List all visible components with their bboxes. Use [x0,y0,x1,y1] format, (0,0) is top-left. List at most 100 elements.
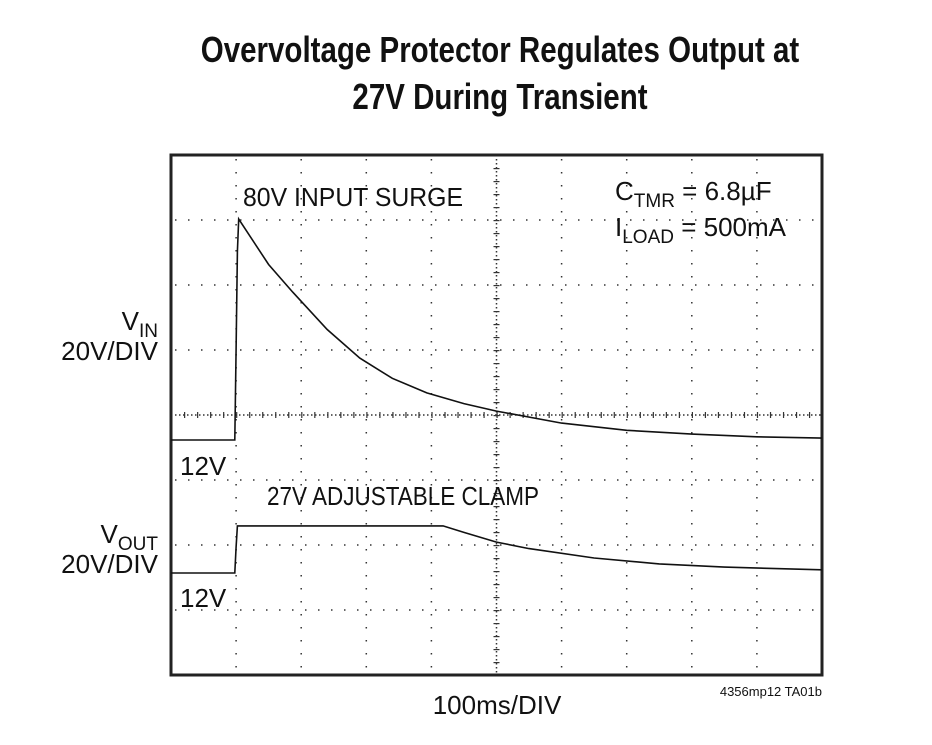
ctmr-main: C [615,176,634,206]
center-tick [493,506,500,508]
grid-dot [479,414,481,416]
grid-dot [300,263,302,265]
grid-dot [495,275,498,277]
grid-dot [461,544,463,546]
center-tick [493,389,500,391]
grid-dot [305,284,307,286]
grid-dot [539,544,541,546]
grid-dot [604,219,606,221]
grid-dot [235,224,237,226]
grid-dot [799,479,801,481]
grid-dot [430,341,433,343]
grid-dot [495,347,498,349]
grid-dot [300,302,302,304]
grid-dot [487,609,489,611]
grid-dot [430,224,433,226]
grid-dot [799,284,801,286]
grid-dot [495,219,498,221]
grid-dot [747,349,749,351]
grid-dot [691,159,693,161]
grid-dot [318,544,320,546]
grid-dot [625,471,628,473]
grid-dot [292,479,294,481]
grid-dot [201,219,203,221]
grid-dot [691,445,693,447]
grid-dot [495,271,498,273]
grid-dot [365,510,368,512]
grid-dot [365,523,368,525]
grid-dot [495,235,498,237]
grid-dot [495,615,498,617]
grid-dot [695,349,697,351]
grid-dot [396,219,398,221]
center-tick [493,363,500,365]
grid-dot [331,479,333,481]
center-tick [353,412,355,418]
grid-dot [699,414,701,416]
grid-dot [799,219,801,221]
grid-dot [560,614,563,616]
grid-dot [756,198,758,200]
grid-dot [747,284,749,286]
grid-dot [430,367,433,369]
grid-dot [266,544,268,546]
grid-dot [760,479,762,481]
grid-dot [175,284,177,286]
grid-dot [625,640,628,642]
grid-dot [300,315,302,317]
grid-dot [669,284,671,286]
grid-dot [691,276,693,278]
grid-dot [365,380,368,382]
grid-dot [495,395,498,397]
grid-dot [625,523,628,525]
grid-dot [207,414,209,416]
grid-dot [495,251,498,253]
grid-dot [175,544,177,546]
grid-dot [543,414,545,416]
grid-dot [578,479,580,481]
grid-dot [495,279,498,281]
grid-dot [625,419,628,421]
grid-dot [526,609,528,611]
grid-dot [365,289,368,291]
grid-dot [756,575,758,577]
grid-dot [560,367,563,369]
grid-dot [560,406,563,408]
grid-dot [756,380,758,382]
grid-dot [370,479,372,481]
grid-dot [595,414,597,416]
grid-dot [235,497,237,499]
grid-dot [430,211,433,213]
grid-dot [495,631,498,633]
grid-dot [495,315,498,317]
grid-dot [430,354,433,356]
grid-dot [495,579,498,581]
grid-dot [487,544,489,546]
grid-dot [604,479,606,481]
center-tick [496,412,498,418]
grid-dot [365,198,368,200]
center-tick [493,220,500,222]
grid-dot [365,172,368,174]
grid-dot [191,414,193,416]
grid-dot [300,666,302,668]
grid-dot [625,549,628,551]
center-tick [275,412,277,418]
grid-dot [396,349,398,351]
grid-dot [300,614,302,616]
center-tick [743,412,746,418]
grid-dot [799,609,801,611]
grid-dot [539,349,541,351]
center-tick [795,412,798,418]
grid-dot [227,414,229,416]
grid-dot [300,328,302,330]
grid-dot [565,609,567,611]
grid-dot [240,284,242,286]
surge-annotation: 80V INPUT SURGE [243,182,463,212]
grid-dot [365,276,368,278]
grid-dot [656,479,658,481]
grid-dot [630,609,632,611]
grid-dot [307,414,309,416]
grid-dot [775,414,777,416]
grid-dot [495,383,498,385]
